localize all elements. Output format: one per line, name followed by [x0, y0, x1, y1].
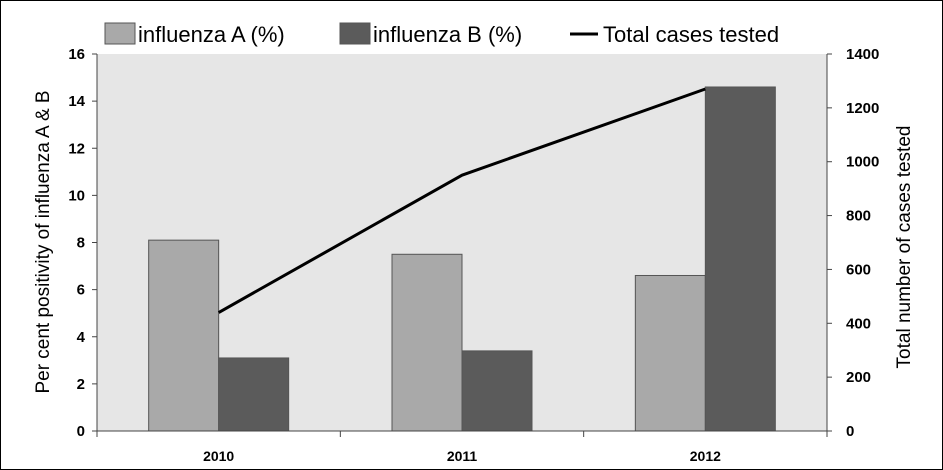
y2-tick-label: 1200	[846, 100, 879, 117]
x-tick-label: 2012	[690, 448, 721, 464]
y2-tick-label: 800	[846, 208, 871, 225]
bar-group	[148, 86, 776, 432]
line-group	[217, 87, 706, 314]
line-total-cases-tested	[217, 87, 706, 314]
y2-tick-label: 600	[846, 261, 871, 278]
y2-axis-title: Total number of cases tested	[894, 126, 915, 369]
bar-influenza-a-2012	[634, 274, 706, 432]
legend-label-influenza-a: influenza A (%)	[138, 22, 285, 47]
y2-tick-label: 1000	[846, 154, 879, 171]
legend-label-influenza-b: influenza B (%)	[373, 22, 522, 47]
y2-tick-label: 1400	[846, 46, 879, 63]
y-tick-label: 16	[68, 46, 85, 63]
y-tick-label: 0	[77, 423, 85, 440]
y-tick-label: 2	[77, 376, 85, 393]
legend: influenza A (%) influenza B (%) Total case…	[104, 22, 779, 47]
axes-group: 0 2 4 6 8 10 12 14 16 0 200 400 600 800 1000 1200 1400 20…	[68, 46, 879, 464]
y2-tick-label: 0	[846, 423, 854, 440]
bar-influenza-b-2011	[461, 350, 533, 432]
bar-influenza-a-2010	[148, 239, 220, 432]
legend-label-total-cases-tested: Total cases tested	[603, 22, 779, 47]
y-tick-label: 12	[68, 140, 85, 157]
bar-influenza-a-2011	[391, 253, 463, 432]
y2-tick-label: 400	[846, 315, 871, 332]
legend-swatch-influenza-a	[104, 22, 136, 45]
y-tick-label: 8	[77, 235, 85, 252]
bar-influenza-b-2012	[704, 86, 776, 432]
y-tick-label: 6	[77, 282, 85, 299]
x-tick-label: 2011	[447, 448, 478, 464]
y-axis-title: Per cent positivity of influenza A & B	[33, 90, 54, 393]
y-tick-label: 4	[77, 329, 86, 346]
legend-swatch-influenza-b	[339, 22, 371, 45]
bar-influenza-b-2010	[218, 357, 290, 432]
y-tick-label: 14	[68, 93, 85, 110]
x-tick-label: 2010	[203, 448, 234, 464]
y2-tick-label: 200	[846, 369, 871, 386]
y-tick-label: 10	[68, 187, 85, 204]
